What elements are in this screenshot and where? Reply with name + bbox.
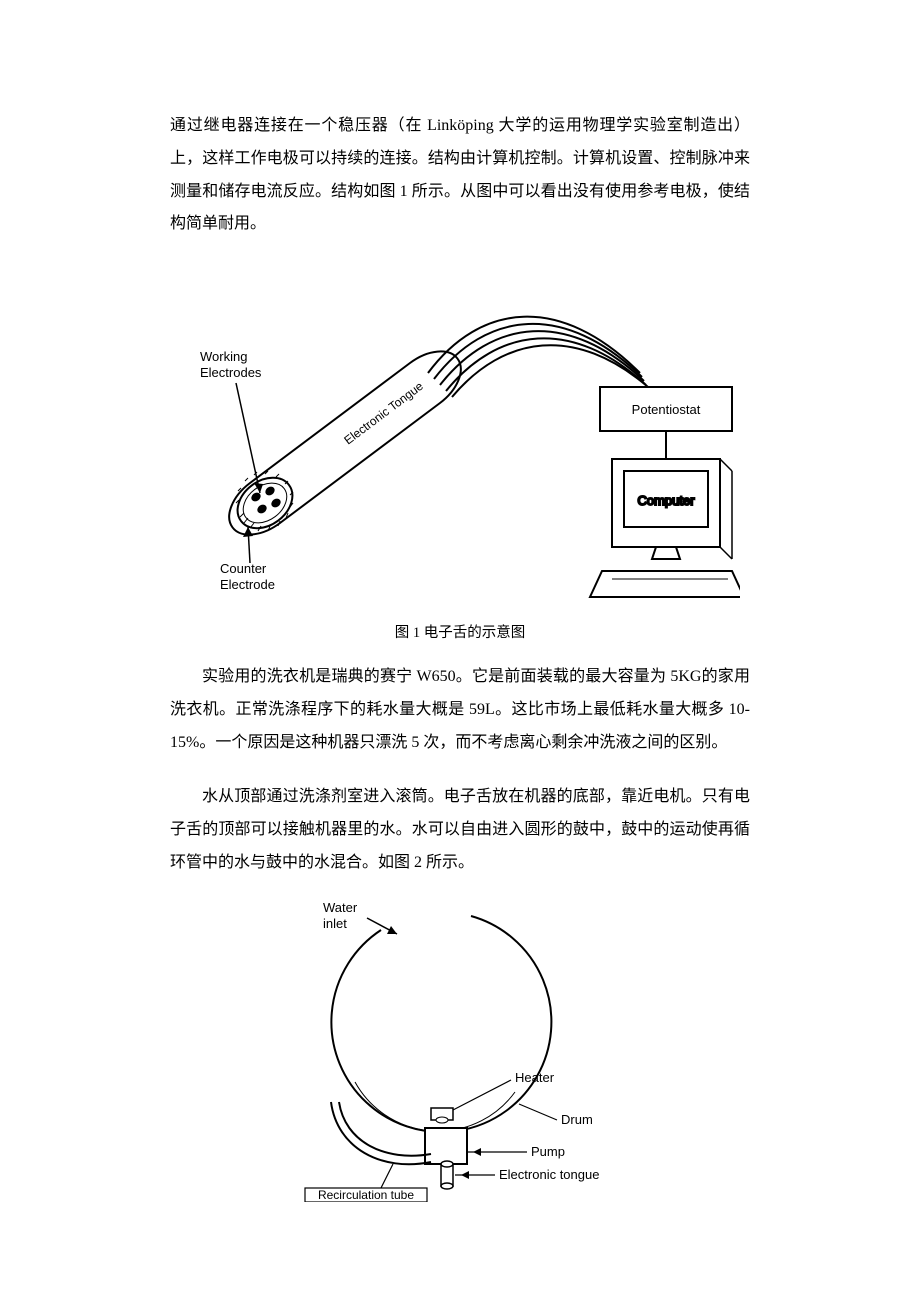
svg-text:Heater: Heater	[515, 1070, 555, 1085]
svg-text:inlet: inlet	[323, 916, 347, 931]
wires	[428, 317, 648, 397]
potentiostat-label: Potentiostat	[632, 402, 701, 417]
svg-text:Drum: Drum	[561, 1112, 593, 1127]
paragraph-3: 水从顶部通过洗涤剂室进入滚筒。电子舌放在机器的底部，靠近电机。只有电子舌的顶部可…	[170, 781, 750, 879]
recirculation-tube: Recirculation tube	[305, 1102, 431, 1202]
drum-outline	[331, 916, 551, 1132]
svg-text:Electrode: Electrode	[220, 577, 275, 592]
svg-text:Counter: Counter	[220, 561, 267, 576]
electronic-tongue-icon: Electronic tongue	[441, 1161, 599, 1189]
svg-text:Water: Water	[323, 900, 358, 915]
potentiostat-box: Potentiostat	[600, 387, 732, 431]
tongue-cylinder: Electronic Tongue	[228, 352, 461, 539]
drum-inner-arc	[355, 1082, 515, 1131]
figure-1-caption: 图 1 电子舌的示意图	[170, 619, 750, 649]
counter-electrode-label: Counter Electrode	[220, 527, 275, 592]
heater-icon: Heater	[431, 1070, 555, 1123]
svg-text:Pump: Pump	[531, 1144, 565, 1159]
computer-icon: Computer	[590, 459, 740, 597]
working-electrodes-label: Working Electrodes	[200, 349, 263, 493]
figure-2-washing-machine-diagram: Water inlet Heater Pump Drum Electronic …	[295, 892, 625, 1202]
computer-label: Computer	[637, 493, 695, 508]
figure-1-electronic-tongue-schematic: Electronic Tongue Potentiostat Computer …	[180, 253, 740, 613]
svg-text:Recirculation tube: Recirculation tube	[318, 1188, 414, 1202]
paragraph-1: 通过继电器连接在一个稳压器（在 Linköping 大学的运用物理学实验室制造出…	[170, 110, 750, 241]
svg-text:Electronic tongue: Electronic tongue	[499, 1167, 599, 1182]
paragraph-2: 实验用的洗衣机是瑞典的赛宁 W650。它是前面装载的最大容量为 5KG的家用洗衣…	[170, 661, 750, 759]
drum-label: Drum	[519, 1104, 593, 1127]
water-inlet-label: Water inlet	[323, 900, 397, 934]
svg-text:Electrodes: Electrodes	[200, 365, 262, 380]
pump-icon: Pump	[425, 1128, 565, 1164]
svg-text:Working: Working	[200, 349, 247, 364]
